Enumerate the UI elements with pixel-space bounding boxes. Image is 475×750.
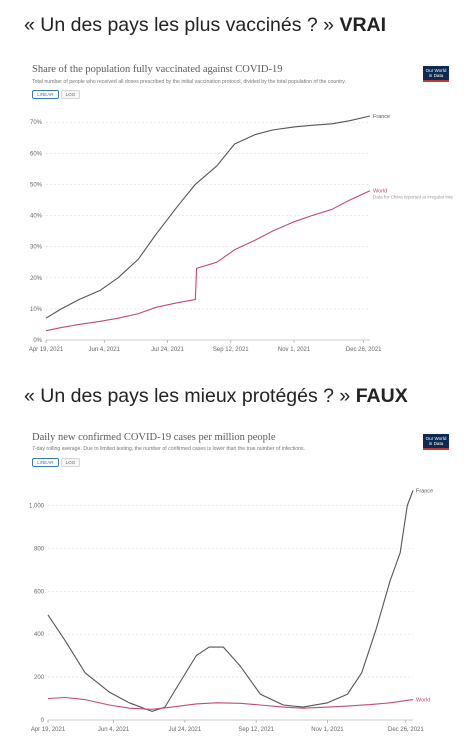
- series-label-france: France: [416, 488, 433, 494]
- chart-subtitle: Total number of people who received all …: [32, 79, 346, 85]
- series-line-france: [45, 115, 371, 319]
- cases-chart: 0 200 400 600 800 1,000 Apr 19, 2021 Jun 4, 202…: [29, 488, 433, 733]
- series-note: Data for China reported at irregular int…: [373, 195, 453, 200]
- x-tick-label: Jun 4, 2021: [89, 347, 121, 353]
- y-tick-label: 1,000: [29, 503, 45, 509]
- y-tick-label: 40%: [30, 214, 43, 220]
- heading-question: « Un des pays les mieux protégés ? »: [24, 385, 351, 407]
- chart-subtitle: 7-day rolling average. Due to limited te…: [32, 446, 306, 452]
- series-label-world: World: [373, 189, 387, 195]
- x-tick-label: Sep 12, 2021: [213, 347, 249, 353]
- logo-text-1: Our World: [425, 68, 447, 73]
- x-tick-label: Jun 4, 2021: [98, 727, 130, 733]
- series-line-france: [47, 490, 414, 712]
- y-tick-label: 200: [34, 675, 45, 681]
- x-tick-label: Nov 1, 2021: [278, 347, 311, 353]
- cases-chart-panel: Daily new confirmed COVID-19 cases per m…: [28, 428, 453, 746]
- logo-text-2: in Data: [428, 73, 444, 78]
- logo-text-2: in Data: [428, 441, 444, 446]
- heading-verdict-false: FAUX: [355, 385, 408, 407]
- y-tick-label: 0: [41, 718, 45, 724]
- x-tick-label: Sep 12, 2021: [238, 727, 274, 733]
- heading-verdict-true: VRAI: [339, 14, 387, 36]
- y-tick-label: 70%: [30, 120, 43, 126]
- series-line-world: [45, 190, 371, 332]
- vaccination-chart: 0% 10% 20% 30% 40% 50% 60% 70% Apr 19, 2021 Jun 4…: [29, 114, 453, 353]
- series-line-world: [47, 696, 414, 710]
- heading-question: « Un des pays les plus vaccinés ? »: [24, 14, 335, 36]
- scale-toggle: LINEAR LOG: [32, 90, 81, 99]
- x-tick-label: Jul 24, 2021: [169, 727, 202, 733]
- y-tick-label: 60%: [30, 151, 43, 157]
- y-tick-label: 30%: [30, 245, 43, 251]
- series-label-france: France: [373, 114, 390, 120]
- y-tick-label: 400: [34, 632, 45, 638]
- scale-toggle: LINEAR LOG: [32, 458, 81, 467]
- y-tick-label: 50%: [30, 182, 43, 188]
- x-tick-label: Apr 19, 2021: [29, 347, 64, 353]
- x-tick-label: Dec 26, 2021: [346, 347, 382, 353]
- y-tick-label: 0%: [33, 338, 42, 344]
- owid-logo[interactable]: Our World in Data: [423, 434, 449, 450]
- y-tick-label: 800: [34, 546, 45, 552]
- y-tick-label: 10%: [30, 307, 43, 313]
- heading-vaccination: « Un des pays les plus vaccinés ? » VRAI: [24, 14, 386, 37]
- x-tick-label: Dec 26, 2021: [388, 727, 424, 733]
- linear-button[interactable]: LINEAR: [32, 90, 59, 99]
- linear-button[interactable]: LINEAR: [32, 458, 59, 467]
- x-tick-label: Apr 19, 2021: [31, 727, 66, 733]
- heading-protection: « Un des pays les mieux protégés ? » FAU…: [24, 385, 408, 408]
- chart-title: Daily new confirmed COVID-19 cases per m…: [32, 432, 276, 443]
- x-tick-label: Nov 1, 2021: [311, 727, 344, 733]
- owid-logo[interactable]: Our World in Data: [423, 66, 449, 82]
- y-tick-label: 20%: [30, 276, 43, 282]
- log-button[interactable]: LOG: [60, 458, 81, 467]
- y-tick-label: 600: [34, 589, 45, 595]
- vaccination-chart-panel: Share of the population fully vaccinated…: [28, 60, 453, 360]
- log-button[interactable]: LOG: [60, 90, 81, 99]
- chart-title: Share of the population fully vaccinated…: [32, 64, 283, 75]
- x-tick-label: Jul 24, 2021: [151, 347, 184, 353]
- logo-text-1: Our World: [425, 436, 447, 441]
- series-label-world: World: [416, 698, 430, 704]
